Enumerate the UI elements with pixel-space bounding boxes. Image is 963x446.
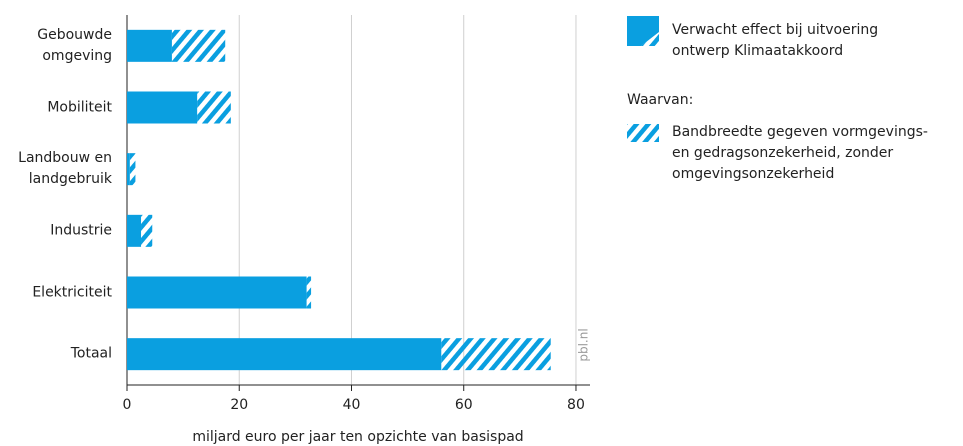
bar-range bbox=[306, 276, 312, 309]
y-tick-label: Gebouwde omgeving bbox=[37, 26, 112, 64]
source-note: pbl.nl bbox=[577, 328, 591, 361]
legend-swatch bbox=[627, 16, 659, 46]
category-labels: Gebouwde omgeving Mobiliteit Landbouw en l… bbox=[0, 0, 120, 446]
bar bbox=[127, 276, 307, 309]
x-tick-label: 40 bbox=[343, 397, 361, 413]
bar bbox=[127, 29, 172, 62]
bar-range bbox=[171, 29, 226, 62]
bar-range bbox=[197, 91, 231, 124]
y-tick-label: Landbouw en landgebruik bbox=[18, 150, 112, 188]
x-tick-label: 80 bbox=[567, 397, 585, 413]
swatch-hatch2 bbox=[641, 32, 659, 46]
x-tick-label: 20 bbox=[230, 397, 248, 413]
y-tick-label: Elektriciteit bbox=[32, 284, 112, 300]
bar bbox=[127, 153, 130, 186]
swatch-hatch bbox=[627, 124, 659, 142]
x-tick-label: 60 bbox=[455, 397, 473, 413]
legend-swatch bbox=[627, 124, 659, 142]
bar-range bbox=[129, 153, 136, 186]
legend-label: Verwacht effect bij uitvoering ontwerp K… bbox=[672, 22, 879, 59]
bar-range bbox=[141, 214, 153, 247]
legend-label: Bandbreedte gegeven vormgevings- en gedr… bbox=[672, 124, 928, 182]
bar bbox=[127, 338, 442, 371]
y-tick-label: Totaal bbox=[70, 345, 112, 362]
x-axis-label: miljard euro per jaar ten opzichte van b… bbox=[192, 429, 523, 445]
bar-range bbox=[441, 338, 551, 371]
bar bbox=[127, 214, 142, 247]
y-tick-label: Industrie bbox=[50, 222, 112, 239]
x-tick-label: 0 bbox=[123, 397, 132, 413]
y-tick-label: Mobiliteit bbox=[47, 99, 112, 115]
legend-subtitle: Waarvan: bbox=[627, 92, 694, 108]
bar bbox=[127, 91, 198, 124]
